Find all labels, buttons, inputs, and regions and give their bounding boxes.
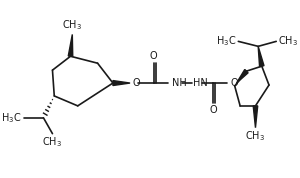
Text: H$_3$C: H$_3$C (2, 111, 22, 125)
Text: CH$_3$: CH$_3$ (62, 19, 82, 32)
Polygon shape (113, 81, 130, 85)
Text: H$_3$C: H$_3$C (216, 35, 236, 48)
Text: O: O (133, 78, 140, 88)
Text: O: O (230, 78, 238, 88)
Text: CH$_3$: CH$_3$ (278, 35, 298, 48)
Text: CH$_3$: CH$_3$ (43, 136, 62, 150)
Text: O: O (209, 105, 217, 115)
Text: HN: HN (193, 78, 208, 88)
Text: O: O (150, 51, 157, 61)
Polygon shape (236, 69, 248, 83)
Text: CH$_3$: CH$_3$ (245, 130, 266, 143)
Text: NH: NH (172, 78, 186, 88)
Polygon shape (253, 106, 258, 128)
Polygon shape (258, 46, 264, 67)
Polygon shape (68, 34, 73, 56)
